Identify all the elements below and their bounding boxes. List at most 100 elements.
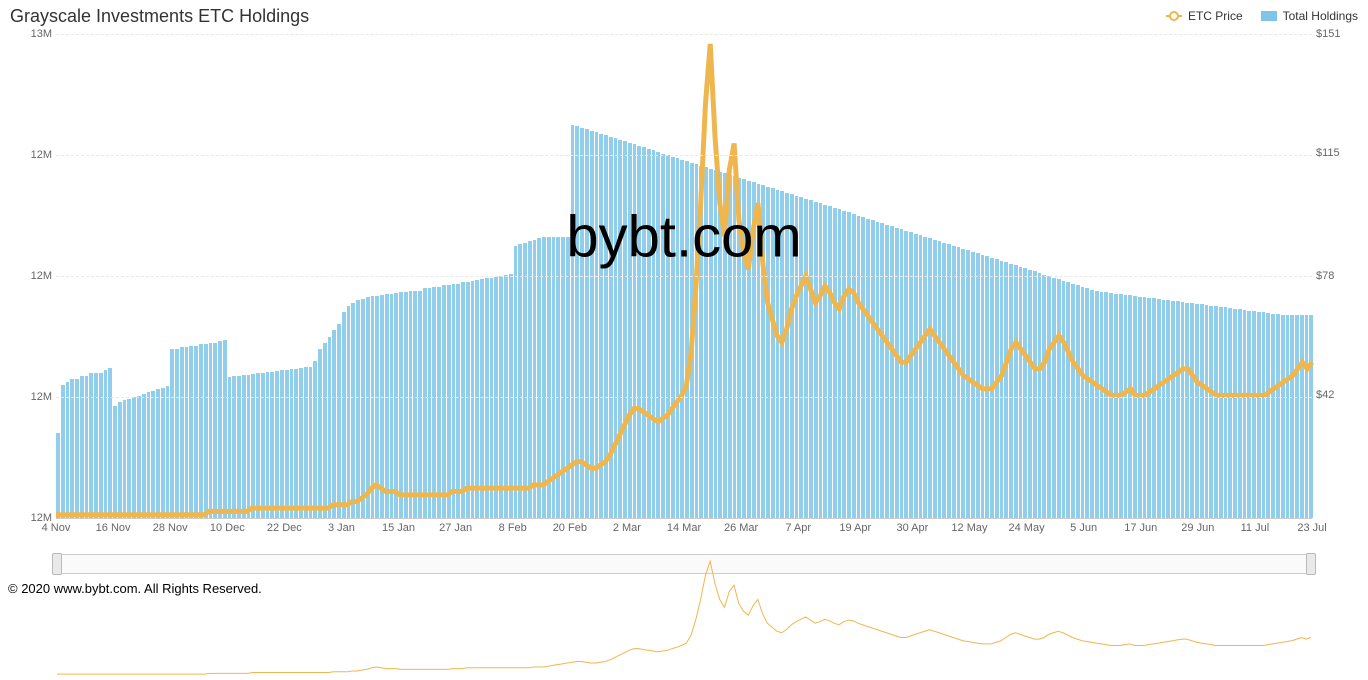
legend-holdings-label: Total Holdings xyxy=(1283,9,1358,23)
holdings-bar xyxy=(1114,294,1118,518)
legend-item-price[interactable]: ETC Price xyxy=(1166,9,1243,23)
holdings-bar xyxy=(942,243,946,518)
holdings-bar xyxy=(442,285,446,518)
holdings-bar xyxy=(1090,290,1094,518)
holdings-bar xyxy=(995,259,999,518)
holdings-bar xyxy=(1038,273,1042,518)
holdings-bar xyxy=(604,135,608,518)
y-right-tick-label: $78 xyxy=(1316,270,1356,282)
holdings-bar xyxy=(671,157,675,518)
holdings-bar xyxy=(1147,298,1151,518)
scrubber-handle-right[interactable] xyxy=(1306,553,1316,575)
holdings-bar xyxy=(623,141,627,518)
holdings-bar xyxy=(690,163,694,518)
holdings-bar xyxy=(1171,301,1175,518)
x-tick-label: 5 Jun xyxy=(1070,522,1097,534)
holdings-bar xyxy=(56,433,60,518)
holdings-bar xyxy=(847,212,851,518)
holdings-bar xyxy=(580,128,584,518)
holdings-bar xyxy=(270,372,274,518)
x-tick-label: 7 Apr xyxy=(785,522,811,534)
holdings-bar xyxy=(304,367,308,518)
holdings-bar xyxy=(166,386,170,518)
holdings-bar xyxy=(1104,292,1108,518)
holdings-bar xyxy=(1262,312,1266,518)
holdings-bar xyxy=(695,164,699,518)
holdings-bar xyxy=(585,129,589,518)
range-scrubber[interactable] xyxy=(56,554,1312,574)
holdings-bar xyxy=(328,337,332,519)
holdings-bar xyxy=(428,288,432,518)
y-right-tick-label: $115 xyxy=(1316,147,1356,159)
x-tick-label: 10 Dec xyxy=(210,522,245,534)
holdings-bar xyxy=(356,300,360,518)
x-tick-label: 29 Jun xyxy=(1181,522,1214,534)
holdings-bar xyxy=(423,288,427,518)
holdings-bar xyxy=(976,253,980,518)
holdings-bar xyxy=(1162,300,1166,518)
holdings-bar xyxy=(790,194,794,518)
holdings-bar xyxy=(151,391,155,518)
holdings-bar xyxy=(1081,287,1085,518)
holdings-bar xyxy=(828,206,832,518)
x-tick-label: 2 Mar xyxy=(613,522,641,534)
holdings-bar xyxy=(137,396,141,519)
x-tick-label: 30 Apr xyxy=(896,522,928,534)
holdings-bar xyxy=(866,219,870,518)
holdings-bar xyxy=(185,347,189,518)
holdings-bar xyxy=(780,191,784,518)
holdings-bar xyxy=(318,349,322,518)
holdings-bar xyxy=(752,182,756,518)
holdings-bar xyxy=(1076,285,1080,518)
x-tick-label: 19 Apr xyxy=(839,522,871,534)
x-tick-label: 28 Nov xyxy=(153,522,188,534)
holdings-bar xyxy=(971,252,975,518)
holdings-bar xyxy=(108,368,112,518)
holdings-bar xyxy=(75,379,79,518)
holdings-bar xyxy=(895,228,899,518)
holdings-bar xyxy=(471,281,475,518)
holdings-bar xyxy=(633,144,637,518)
holdings-bar xyxy=(170,349,174,518)
x-tick-label: 14 Mar xyxy=(667,522,701,534)
holdings-bar xyxy=(1309,315,1313,518)
legend-item-holdings[interactable]: Total Holdings xyxy=(1261,9,1358,23)
holdings-bar xyxy=(123,400,127,518)
holdings-bar xyxy=(399,292,403,518)
chart-area: bybt.com 12M12M12M12M13M$42$78$115$151 4… xyxy=(56,34,1312,540)
x-tick-label: 12 May xyxy=(951,522,987,534)
holdings-bar xyxy=(223,340,227,518)
holdings-bar xyxy=(456,284,460,518)
holdings-bar xyxy=(366,297,370,518)
holdings-bar xyxy=(1062,281,1066,518)
holdings-bar xyxy=(595,132,599,518)
holdings-bar xyxy=(637,146,641,518)
bar-marker-icon xyxy=(1261,11,1277,21)
holdings-bar xyxy=(699,166,703,518)
holdings-bar xyxy=(990,258,994,518)
y-left-tick-label: 12M xyxy=(12,149,52,161)
holdings-bar xyxy=(514,246,518,518)
holdings-bar xyxy=(904,231,908,518)
holdings-bar xyxy=(294,369,298,518)
holdings-bar xyxy=(537,238,541,518)
holdings-bar xyxy=(385,294,389,518)
holdings-bar xyxy=(1286,315,1290,518)
holdings-bar xyxy=(94,373,98,518)
copyright-text: © 2020 www.bybt.com. All Rights Reserved… xyxy=(8,581,262,596)
holdings-bar xyxy=(666,155,670,518)
holdings-bar xyxy=(1290,315,1294,518)
holdings-bar xyxy=(628,143,632,518)
holdings-bar xyxy=(1200,304,1204,518)
chart-legend: ETC Price Total Holdings xyxy=(1166,9,1358,23)
plot-region[interactable]: bybt.com 12M12M12M12M13M$42$78$115$151 xyxy=(56,34,1312,518)
scrubber-handle-left[interactable] xyxy=(52,553,62,575)
holdings-bar xyxy=(966,250,970,518)
holdings-bar xyxy=(347,306,351,518)
holdings-bar xyxy=(113,406,117,518)
holdings-bar xyxy=(1119,294,1123,518)
holdings-bar xyxy=(814,202,818,518)
holdings-bar xyxy=(380,295,384,518)
holdings-bar xyxy=(1138,297,1142,518)
holdings-bar xyxy=(890,226,894,518)
